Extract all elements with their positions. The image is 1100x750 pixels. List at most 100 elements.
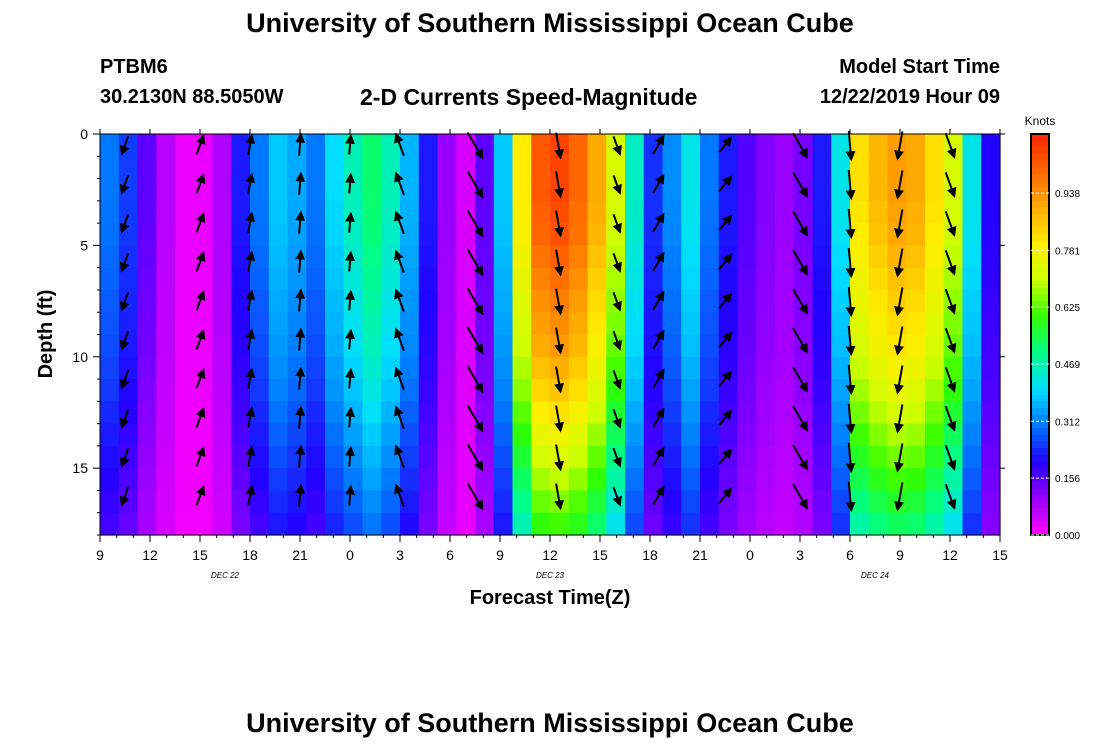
heatmap-cell [831, 156, 851, 180]
heatmap-cell [250, 312, 270, 336]
current-arrow [245, 172, 256, 194]
heatmap-cell [831, 334, 851, 358]
heatmap-cell [475, 134, 495, 157]
heatmap-cell [193, 356, 214, 380]
heatmap-cell [475, 245, 495, 269]
heatmap-cell [193, 245, 214, 269]
heatmap-cell [531, 423, 551, 447]
colorbar-segment [1031, 381, 1049, 389]
heatmap-cell [193, 490, 214, 514]
heatmap-cell [906, 289, 926, 313]
heatmap-cell [587, 445, 607, 469]
heatmap-cell [287, 334, 307, 358]
heatmap-cell [212, 379, 232, 402]
heatmap-cell [156, 490, 176, 514]
heatmap-cell [681, 200, 701, 224]
heatmap-cell [662, 134, 682, 157]
heatmap-cell [456, 468, 476, 492]
heatmap-cell [606, 379, 626, 402]
heatmap-cell [118, 401, 139, 425]
heatmap-cell [587, 245, 607, 269]
heatmap-cell [681, 379, 701, 402]
heatmap-cell [137, 289, 157, 313]
heatmap-cell [531, 490, 551, 514]
current-arrow [245, 367, 256, 389]
colorbar-segment [1031, 294, 1049, 302]
heatmap-cell [662, 423, 682, 447]
heatmap-cell [943, 312, 964, 336]
heatmap-cell [756, 134, 776, 157]
current-arrow [394, 288, 405, 313]
current-arrow [944, 249, 957, 276]
heatmap-cell [718, 445, 739, 469]
current-arrow [718, 292, 733, 309]
colorbar-tick-label: 0.000 [1055, 531, 1080, 542]
heatmap-cell [437, 334, 457, 358]
heatmap-cell [681, 267, 701, 291]
heatmap-cell [418, 356, 439, 380]
heatmap-cell [250, 445, 270, 469]
heatmap-cell [793, 312, 814, 336]
current-arrow [295, 210, 306, 234]
heatmap-cell [737, 134, 757, 157]
heatmap-cell [850, 379, 870, 402]
heatmap-cell [962, 223, 982, 246]
heatmap-cell [268, 356, 289, 380]
current-arrow [195, 134, 206, 155]
heatmap-cell [325, 334, 345, 358]
heatmap-cell [981, 267, 1001, 291]
heatmap-cell [250, 223, 270, 246]
colorbar-segment [1031, 281, 1049, 289]
heatmap-cell [100, 312, 120, 336]
heatmap-cell [775, 245, 795, 269]
heatmap-cell [756, 334, 776, 358]
current-arrow [245, 406, 256, 428]
heatmap-cell [662, 490, 682, 514]
heatmap-cell [550, 356, 570, 380]
current-arrow [894, 248, 904, 278]
heatmap-cell [868, 178, 889, 202]
heatmap-cell [268, 445, 289, 469]
colorbar-tick-label: 0.469 [1055, 360, 1080, 371]
heatmap-cell [306, 223, 326, 246]
heatmap-cell [756, 379, 776, 402]
heatmap-cell [306, 312, 326, 336]
heatmap-cell [493, 289, 514, 313]
heatmap-cell [887, 178, 907, 202]
heatmap-cell [775, 289, 795, 313]
colorbar-segment [1031, 428, 1049, 436]
colorbar-segment [1031, 501, 1049, 509]
heatmap-cell [981, 178, 1001, 202]
heatmap-cell [100, 379, 120, 402]
heatmap-cell [906, 379, 926, 402]
heatmap-cell [306, 245, 326, 269]
heatmap-cell [850, 245, 870, 269]
heatmap-cell [343, 156, 364, 180]
heatmap-cell [793, 156, 814, 180]
heatmap-cell [756, 200, 776, 224]
heatmap-cell [681, 356, 701, 380]
heatmap-cell [362, 401, 382, 425]
heatmap-cell [100, 156, 120, 180]
colorbar-segment [1031, 521, 1049, 529]
heatmap-cell [756, 267, 776, 291]
current-arrow [345, 133, 356, 155]
heatmap-cell [700, 468, 720, 492]
heatmap-cell [456, 512, 476, 536]
colorbar-segment [1031, 421, 1049, 429]
date-label: DEC 23 [536, 571, 565, 580]
heatmap-cell [850, 490, 870, 514]
heatmap-cell [418, 312, 439, 336]
heatmap-cell [831, 423, 851, 447]
heatmap-cell [887, 289, 907, 313]
heatmap-cell [306, 356, 326, 380]
heatmap-cell [587, 178, 607, 202]
heatmap-cell [231, 356, 251, 380]
heatmap-cell [568, 289, 589, 313]
colorbar-segment [1031, 167, 1049, 175]
x-tick-label: 9 [496, 547, 504, 563]
heatmap-cell [737, 445, 757, 469]
current-arrow [894, 365, 904, 395]
heatmap-cell [118, 334, 139, 358]
